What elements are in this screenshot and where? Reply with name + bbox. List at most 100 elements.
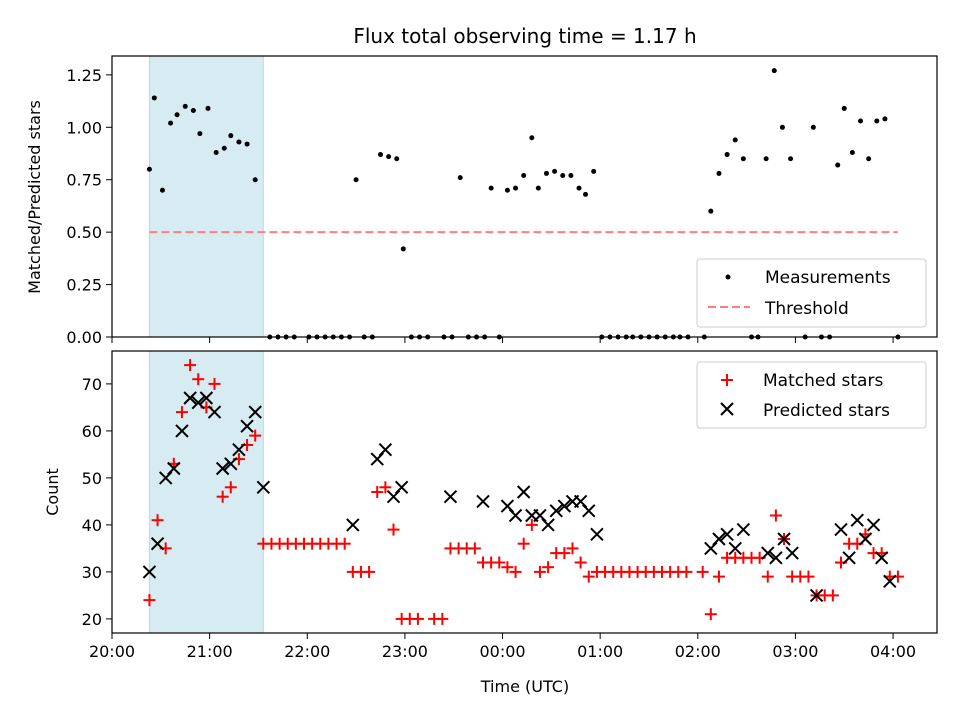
measurement-point-89: [882, 116, 888, 122]
predicted-point-35: [712, 532, 726, 546]
predicted-point-43: [809, 588, 824, 603]
matched-point-9: [216, 490, 229, 503]
matched-point-8: [208, 377, 221, 390]
matched-point-74: [761, 570, 774, 583]
measurement-point-10: [221, 145, 227, 151]
predicted-point-24: [516, 485, 531, 499]
chart-title: Flux total observing time = 1.17 h: [353, 24, 696, 48]
predicted-point-29: [557, 499, 572, 513]
measurement-point-30: [394, 156, 400, 162]
matched-point-30: [387, 523, 400, 536]
matched-point-65: [680, 565, 693, 578]
matched-point-33: [411, 612, 424, 625]
matched-point-53: [582, 570, 595, 583]
predicted-point-46: [850, 513, 864, 527]
predicted-point-33: [590, 527, 604, 542]
measurement-point-13: [244, 141, 250, 147]
matched-point-45: [517, 537, 530, 550]
top-y-tick-label-2: 0.50: [66, 223, 102, 242]
measurement-point-86: [858, 118, 864, 124]
predicted-point-42: [785, 546, 799, 560]
measurement-point-41: [488, 185, 494, 191]
measurement-point-52: [576, 185, 582, 191]
predicted-point-5: [183, 391, 197, 405]
matched-point-67: [704, 608, 717, 621]
matched-point-5: [184, 359, 197, 372]
matched-point-35: [436, 612, 449, 625]
legend-label-measurements: Measurements: [765, 268, 891, 288]
measurement-point-25: [353, 177, 359, 183]
predicted-point-32: [582, 504, 596, 518]
x-tick-label-4: 00:00: [479, 642, 525, 661]
measurement-point-8: [205, 105, 211, 111]
measurement-point-14: [252, 177, 258, 183]
bottom-y-tick-label-0: 20: [82, 610, 102, 629]
predicted-point-7: [199, 391, 214, 405]
predicted-point-20: [443, 489, 458, 504]
measurement-point-80: [810, 124, 816, 130]
predicted-point-23: [508, 508, 523, 523]
measurement-point-3: [168, 120, 174, 126]
matched-point-4: [175, 406, 188, 419]
x-tick-label-5: 01:00: [577, 642, 623, 661]
matched-point-28: [371, 486, 384, 498]
matched-point-51: [566, 542, 579, 555]
matched-point-42: [493, 556, 506, 569]
measurement-point-69: [716, 170, 722, 176]
predicted-point-1: [150, 536, 165, 551]
measurement-point-88: [874, 118, 880, 124]
x-axis-label: Time (UTC): [480, 677, 569, 696]
matched-point-39: [468, 542, 481, 555]
measurement-point-51: [568, 173, 574, 179]
matched-point-10: [224, 481, 237, 494]
measurement-point-12: [236, 139, 242, 145]
measurement-point-44: [513, 185, 519, 191]
measurement-point-31: [400, 246, 406, 252]
matched-point-68: [712, 570, 725, 583]
measurement-point-37: [457, 175, 463, 181]
x-tick-label-1: 21:00: [187, 642, 233, 661]
bottom-y-axis-label: Count: [43, 468, 62, 516]
measurement-point-49: [552, 168, 558, 174]
bottom-y-tick-label-3: 50: [82, 469, 102, 488]
matched-point-43: [501, 561, 514, 574]
predicted-point-11: [232, 442, 246, 457]
predicted-point-14: [256, 480, 271, 495]
predicted-point-39: [761, 546, 775, 560]
predicted-point-36: [720, 527, 734, 542]
matched-point-50: [558, 547, 571, 560]
x-tick-label-6: 02:00: [675, 642, 721, 661]
matched-point-46: [525, 518, 538, 531]
predicted-point-41: [777, 532, 791, 546]
top-panel: 0.00 0.25 0.50 0.75 1.00 1.25: [66, 55, 938, 347]
measurement-point-83: [835, 162, 841, 168]
predicted-point-48: [866, 518, 881, 532]
measurement-point-11: [228, 133, 234, 139]
measurement-point-54: [591, 168, 597, 174]
bottom-y-tick-label-4: 60: [82, 422, 102, 441]
matched-point-0: [143, 594, 156, 607]
predicted-point-13: [248, 405, 262, 419]
top-y-tick-label-1: 0.25: [66, 276, 102, 295]
predicted-point-21: [476, 494, 490, 509]
measurement-point-9: [213, 149, 219, 155]
bottom-observing-span: [148, 350, 264, 634]
measurement-point-77: [779, 124, 785, 130]
measurement-point-29: [386, 154, 392, 160]
top-observing-span: [148, 55, 264, 338]
x-tick-label-2: 22:00: [284, 642, 330, 661]
measurement-point-75: [763, 156, 769, 162]
x-tick-label-0: 20:00: [89, 642, 135, 661]
measurement-point-48: [543, 170, 549, 176]
measurement-point-0: [146, 166, 152, 172]
predicted-point-15: [346, 518, 360, 532]
x-tick-label-8: 04:00: [870, 642, 916, 661]
bottom-y-tick-label-2: 40: [82, 516, 102, 535]
x-tick-label-7: 03:00: [772, 642, 818, 661]
matched-point-48: [542, 561, 555, 574]
measurement-point-70: [724, 152, 730, 158]
predicted-point-19: [394, 480, 409, 495]
legend-marker-matched: [721, 374, 733, 386]
bottom-legend-box: [696, 361, 927, 429]
measurement-point-71: [732, 137, 738, 143]
